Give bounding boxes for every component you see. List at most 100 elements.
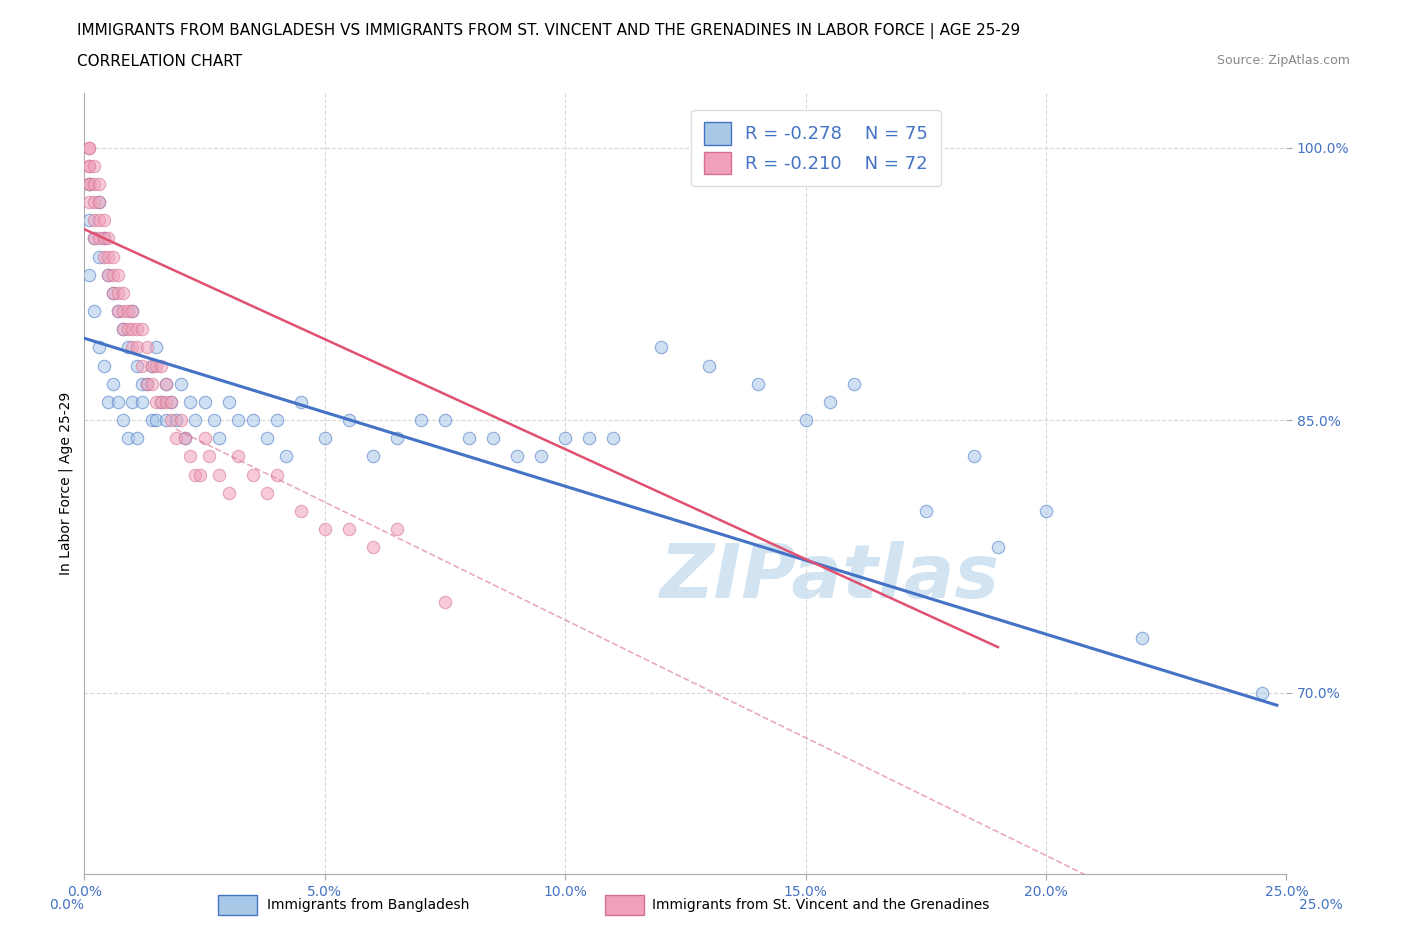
Point [93, 231, 115, 246]
Point [103, 377, 125, 392]
Point [77, 177, 100, 192]
Point [554, 431, 576, 445]
Text: Immigrants from St. Vincent and the Grenadines: Immigrants from St. Vincent and the Gren… [652, 897, 990, 912]
Point [266, 413, 288, 428]
Point [141, 358, 163, 373]
Point [131, 394, 153, 409]
Point [482, 431, 505, 445]
Point [650, 339, 672, 354]
Point [179, 394, 201, 409]
Point [127, 431, 149, 445]
Point [818, 394, 841, 409]
Point [915, 503, 938, 518]
Point [117, 322, 139, 337]
Point [842, 377, 865, 392]
Point [121, 394, 143, 409]
Point [83, 231, 105, 246]
Text: ZIPatlas: ZIPatlas [659, 541, 1000, 614]
Point [202, 413, 225, 428]
Text: 25.0%: 25.0% [1299, 897, 1343, 912]
Point [314, 431, 336, 445]
Point [361, 449, 384, 464]
Y-axis label: In Labor Force | Age 25-29: In Labor Force | Age 25-29 [59, 392, 73, 576]
Point [87, 231, 110, 246]
Point [83, 231, 105, 246]
Point [434, 413, 457, 428]
Point [111, 322, 134, 337]
Point [121, 303, 143, 318]
Point [361, 539, 384, 554]
Point [290, 394, 312, 409]
Point [111, 413, 134, 428]
Point [188, 467, 211, 482]
Point [141, 377, 163, 392]
Point [77, 140, 100, 155]
Point [87, 213, 110, 228]
Point [97, 249, 120, 264]
Text: Immigrants from Bangladesh: Immigrants from Bangladesh [267, 897, 470, 912]
Point [150, 394, 173, 409]
Point [194, 431, 217, 445]
Text: CORRELATION CHART: CORRELATION CHART [77, 54, 242, 69]
Point [337, 413, 360, 428]
Point [97, 394, 120, 409]
Point [458, 431, 481, 445]
Point [77, 213, 100, 228]
Point [77, 177, 100, 192]
Point [77, 194, 100, 209]
Point [87, 194, 110, 209]
Point [184, 467, 207, 482]
Point [117, 303, 139, 318]
Point [150, 394, 173, 409]
Point [77, 177, 100, 192]
Point [145, 339, 167, 354]
Point [174, 431, 197, 445]
Point [135, 377, 157, 392]
Point [103, 286, 125, 300]
Point [111, 303, 134, 318]
Point [385, 431, 408, 445]
Point [145, 413, 167, 428]
Point [314, 522, 336, 537]
Point [266, 467, 288, 482]
Point [97, 267, 120, 282]
Point [184, 413, 207, 428]
Point [337, 522, 360, 537]
Point [141, 413, 163, 428]
Point [127, 322, 149, 337]
Point [160, 413, 183, 428]
Point [578, 431, 600, 445]
Point [198, 449, 221, 464]
Text: IMMIGRANTS FROM BANGLADESH VS IMMIGRANTS FROM ST. VINCENT AND THE GRENADINES IN : IMMIGRANTS FROM BANGLADESH VS IMMIGRANTS… [77, 23, 1021, 39]
Point [226, 449, 249, 464]
Point [127, 358, 149, 373]
Point [169, 413, 191, 428]
Point [131, 377, 153, 392]
Point [699, 358, 721, 373]
Point [111, 286, 134, 300]
Point [409, 413, 432, 428]
Point [103, 267, 125, 282]
Point [131, 358, 153, 373]
Point [121, 303, 143, 318]
Point [141, 358, 163, 373]
Point [87, 249, 110, 264]
Point [385, 522, 408, 537]
Point [83, 158, 105, 173]
Point [530, 449, 553, 464]
Point [131, 322, 153, 337]
Point [135, 339, 157, 354]
Point [93, 231, 115, 246]
Text: 0.0%: 0.0% [49, 897, 84, 912]
Point [107, 303, 129, 318]
Point [127, 339, 149, 354]
Point [242, 413, 264, 428]
Point [121, 339, 143, 354]
Point [93, 358, 115, 373]
Point [145, 358, 167, 373]
Point [160, 394, 183, 409]
Point [208, 431, 231, 445]
Point [242, 467, 264, 482]
Point [87, 339, 110, 354]
Point [794, 413, 817, 428]
